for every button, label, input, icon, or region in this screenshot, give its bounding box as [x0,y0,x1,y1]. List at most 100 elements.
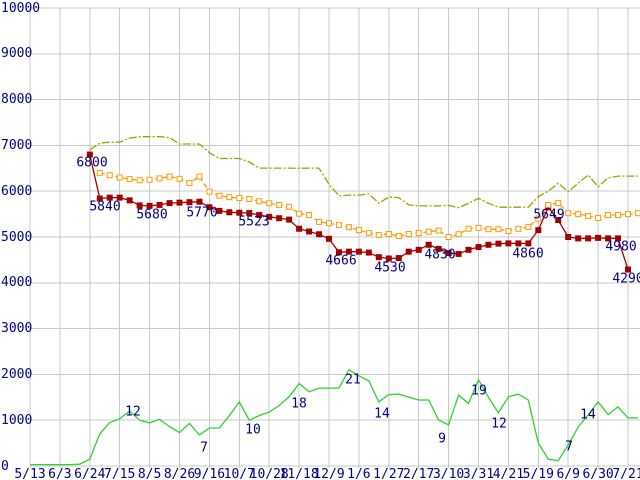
point-label-price-main: 5840 [89,199,121,215]
point-label-price-main: 4980 [605,239,637,255]
x-tick-label: 4/21 [492,467,525,480]
marker-open-square-price-upper-dotted [605,212,612,219]
marker-filled-square-price-main [326,235,333,242]
point-label-availability-count: 7 [200,440,208,456]
marker-filled-square-price-main [575,235,582,242]
marker-open-square-price-upper-dotted [615,212,622,219]
y-tick-label: 0 [1,458,9,474]
marker-filled-square-price-main [525,240,532,247]
marker-filled-square-price-main [395,255,402,262]
marker-filled-square-price-main [595,234,602,241]
marker-filled-square-price-main [335,249,342,256]
marker-filled-square-price-main [475,244,482,251]
point-label-availability-count: 19 [471,383,487,399]
marker-open-square-price-upper-dotted [196,173,203,180]
marker-filled-square-price-main [615,235,622,242]
marker-filled-square-price-main [196,198,203,205]
marker-filled-square-price-main [246,210,253,217]
marker-open-square-price-upper-dotted [405,231,412,238]
marker-filled-square-price-main [565,234,572,240]
marker-filled-square-price-main [495,240,502,247]
marker-filled-square-price-main [535,227,542,234]
x-tick-label: 1/6 [347,467,371,480]
marker-open-square-price-upper-dotted [156,175,163,182]
marker-open-square-price-upper-dotted [634,210,640,217]
marker-filled-square-price-main [176,199,183,206]
marker-open-square-price-upper-dotted [375,231,382,238]
marker-open-square-price-upper-dotted [126,176,133,183]
marker-filled-square-price-main [106,194,113,201]
marker-filled-square-price-main [316,231,323,238]
y-tick-label: 6000 [1,183,33,199]
marker-filled-square-price-main [455,250,462,257]
x-tick-label: 11/18 [279,467,319,480]
marker-filled-square-price-main [555,217,562,224]
point-label-price-main: 5523 [238,214,270,230]
x-tick-label: 6/24 [74,467,106,480]
marker-open-square-price-upper-dotted [226,194,233,201]
marker-filled-square-price-main [345,248,352,255]
marker-filled-square-price-main [126,197,133,204]
marker-filled-square-price-main [276,215,283,222]
x-tick-label: 7/21 [612,467,640,480]
y-tick-label: 2000 [1,366,33,382]
marker-open-square-price-upper-dotted [415,230,422,237]
marker-open-square-price-upper-dotted [296,210,303,217]
marker-open-square-price-upper-dotted [355,227,362,234]
marker-filled-square-price-main [375,254,382,261]
marker-filled-square-price-main [465,246,472,253]
point-label-availability-count: 21 [345,372,361,388]
marker-open-square-price-upper-dotted [465,225,472,232]
marker-filled-square-price-main [425,241,432,248]
point-label-availability-count: 14 [580,407,596,423]
series-price-list-dashdot [89,136,638,209]
x-tick-label: 2/17 [403,467,435,480]
marker-open-square-price-upper-dotted [206,188,213,195]
marker-filled-square-price-main [625,266,632,273]
marker-filled-square-price-main [365,249,372,256]
marker-filled-square-price-main [505,240,512,247]
x-tick-label: 10/7 [223,467,255,480]
marker-open-square-price-upper-dotted [365,229,372,236]
point-label-availability-count: 18 [291,396,307,412]
x-tick-label: 3/31 [462,467,495,480]
y-tick-label: 9000 [1,46,33,62]
marker-open-square-price-upper-dotted [575,211,582,218]
x-tick-label: 10/28 [249,467,289,480]
marker-open-square-price-upper-dotted [146,176,153,183]
point-label-price-main: 5649 [533,207,565,223]
marker-open-square-price-upper-dotted [555,200,562,207]
marker-open-square-price-upper-dotted [166,173,173,180]
marker-filled-square-price-main [415,246,422,253]
marker-filled-square-price-main [136,202,143,209]
marker-open-square-price-upper-dotted [535,215,542,222]
marker-filled-square-price-main [96,195,103,202]
y-tick-label: 4000 [1,275,33,291]
y-tick-label: 7000 [1,137,33,153]
marker-open-square-price-upper-dotted [425,228,432,235]
marker-open-square-price-upper-dotted [525,223,532,230]
marker-open-square-price-upper-dotted [116,174,123,181]
point-label-availability-count: 12 [491,416,507,432]
marker-open-square-price-upper-dotted [595,214,602,221]
y-tick-label: 3000 [1,321,33,337]
marker-open-square-price-upper-dotted [505,228,512,235]
y-tick-label: 10000 [1,0,41,16]
marker-open-square-price-upper-dotted [455,231,462,238]
point-label-price-main: 4860 [512,246,544,262]
x-tick-label: 1/27 [373,467,405,480]
marker-open-square-price-upper-dotted [475,224,482,231]
marker-filled-square-price-main [146,202,153,209]
marker-filled-square-price-main [385,255,392,262]
marker-open-square-price-upper-dotted [186,179,193,186]
marker-filled-square-price-main [306,228,313,235]
marker-open-square-price-upper-dotted [395,233,402,240]
x-tick-label: 9/16 [193,467,226,480]
marker-filled-square-price-main [605,235,612,242]
x-tick-label: 8/5 [137,467,162,480]
marker-open-square-price-upper-dotted [136,177,143,184]
marker-open-square-price-upper-dotted [495,226,502,233]
marker-open-square-price-upper-dotted [276,201,283,208]
